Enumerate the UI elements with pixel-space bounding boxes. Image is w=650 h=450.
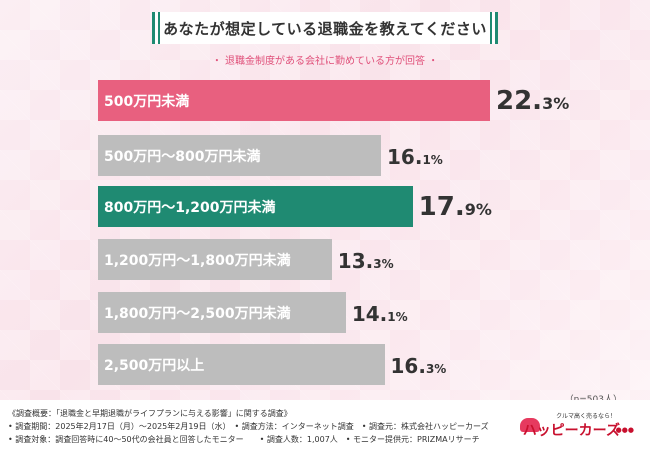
bar-value-label: 22.3% — [496, 86, 569, 116]
value-integer: 13. — [337, 249, 374, 273]
logo-tagline: クルマ高く売るなら！ — [556, 413, 616, 420]
value-decimal: 3% — [373, 257, 394, 271]
bar-2: 800万円〜1,200万円未満 — [98, 186, 413, 227]
survey-target: • 調査対象：調査回答時に40〜50代の会社員と回答したモニター • 調査人数：… — [8, 435, 480, 444]
bar-category-label: 500万円未満 — [104, 93, 190, 110]
bar-5: 2,500万円以上 — [98, 344, 385, 385]
car-icon — [520, 418, 540, 432]
chart-subtitle: ・ 退職金制度がある会社に勤めている方が回答 ・ — [211, 56, 439, 67]
bar-4: 1,800万円〜2,500万円未満 — [98, 292, 346, 333]
title-box: あなたが想定している退職金を教えてください — [152, 12, 498, 44]
bar-category-label: 500万円〜800万円未満 — [104, 148, 261, 165]
bar-value-label: 17.9% — [419, 192, 492, 222]
bar-0: 500万円未満 — [98, 80, 490, 121]
value-integer: 16. — [387, 145, 423, 169]
survey-overview: 《調査概要：「退職金と早期退職がライフプランに与える影響」に関する調査》 — [8, 409, 292, 418]
bar-category-label: 1,200万円〜1,800万円未満 — [104, 252, 291, 269]
bar-1: 500万円〜800万円未満 — [98, 135, 381, 176]
value-integer: 22. — [496, 86, 543, 116]
survey-period-method: • 調査期間：2025年2月17日（月）〜2025年2月19日（水） • 調査方… — [8, 422, 489, 431]
bar-3: 1,200万円〜1,800万円未満 — [98, 239, 332, 280]
value-integer: 17. — [418, 192, 465, 222]
footer: 《調査概要：「退職金と早期退職がライフプランに与える影響」に関する調査》 • 調… — [0, 400, 650, 450]
value-decimal: 3% — [542, 94, 570, 113]
value-integer: 16. — [390, 354, 426, 378]
value-decimal: 9% — [464, 200, 492, 219]
value-integer: 14. — [351, 302, 388, 326]
bar-value-label: 16.1% — [387, 145, 443, 169]
bar-value-label: 14.1% — [352, 302, 408, 326]
bar-value-label: 13.3% — [338, 249, 394, 273]
logo-dots: ●●● — [615, 426, 634, 434]
logo-name: ハッピーカーズ — [522, 423, 620, 439]
value-decimal: 3% — [425, 362, 447, 376]
bar-category-label: 2,500万円以上 — [104, 357, 205, 374]
bar-category-label: 800万円〜1,200万円未満 — [104, 199, 276, 216]
value-decimal: 1% — [422, 153, 443, 167]
chart-title: あなたが想定している退職金を教えてください — [163, 19, 487, 38]
bar-value-label: 16.3% — [391, 354, 447, 378]
value-decimal: 1% — [387, 310, 408, 324]
bar-category-label: 1,800万円〜2,500万円未満 — [104, 305, 291, 322]
